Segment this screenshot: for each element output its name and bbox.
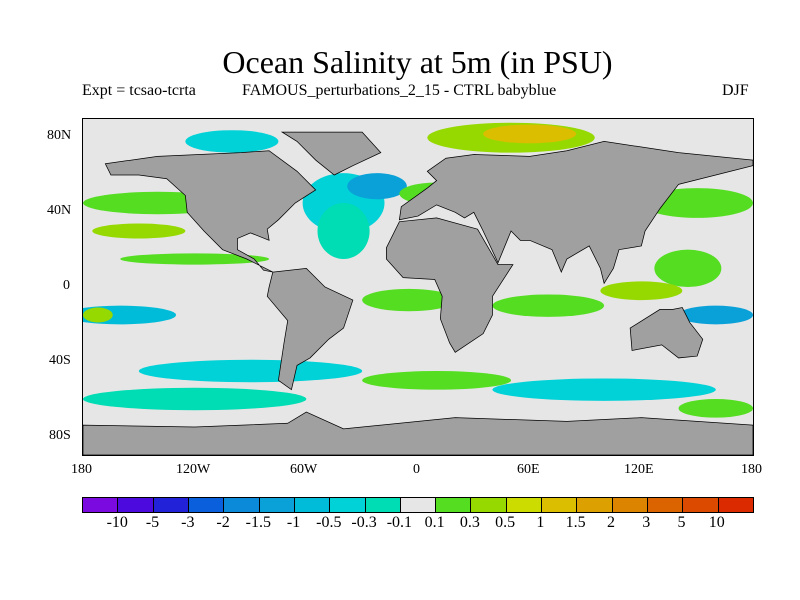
colorbar-label: 1	[536, 514, 545, 531]
colorbar-label: -5	[145, 514, 160, 531]
colorbar-label: 2	[606, 514, 615, 531]
colorbar-label: 3	[642, 514, 651, 531]
colorbar-swatch	[612, 498, 648, 512]
colorbar-swatch	[188, 498, 225, 512]
colorbar-label: -3	[181, 514, 195, 531]
colorbar-swatch	[83, 498, 119, 512]
colorbar-label: 5	[677, 514, 686, 531]
antarctica	[83, 411, 753, 455]
colorbar-swatch	[577, 498, 613, 512]
colorbar-swatch	[153, 498, 189, 512]
colorbar-label: -1.5	[245, 514, 271, 531]
lon-label: 120E	[624, 462, 654, 477]
lat-label: 0	[63, 278, 70, 293]
africa	[385, 217, 514, 353]
lon-label: 180	[741, 462, 762, 477]
colorbar-swatch	[294, 498, 331, 512]
colorbar-label: -0.5	[316, 514, 342, 531]
colorbar-swatch	[542, 498, 578, 512]
colorbar-label: -0.3	[351, 514, 377, 531]
colorbar-swatch	[400, 498, 437, 512]
colorbar-label: 0.3	[459, 514, 480, 531]
colorbar-label: 1.5	[565, 514, 586, 531]
lon-label: 180	[71, 462, 92, 477]
colorbar-swatch	[718, 498, 753, 512]
colorbar-swatch	[471, 498, 507, 512]
colorbar-label: -1	[286, 514, 301, 531]
greenland	[280, 131, 382, 176]
lat-label: 80S	[49, 428, 71, 443]
colorbar	[82, 497, 754, 513]
lon-label: 0	[413, 462, 420, 477]
colorbar-swatch	[118, 498, 154, 512]
eurasia	[398, 141, 753, 285]
colorbar-swatch	[259, 498, 295, 512]
land-mask	[83, 131, 753, 455]
salinity-map	[82, 118, 754, 456]
colorbar-swatch	[506, 498, 543, 512]
colorbar-swatch	[365, 498, 401, 512]
season-label: DJF	[722, 82, 749, 99]
colorbar-label: -2	[216, 514, 230, 531]
south-america	[266, 267, 354, 391]
colorbar-swatch	[224, 498, 260, 512]
colorbar-swatch	[648, 498, 684, 512]
lon-label: 60E	[517, 462, 540, 477]
colorbar-label: 0.1	[424, 514, 445, 531]
colorbar-label: -0.1	[386, 514, 413, 531]
north-america	[104, 150, 317, 273]
plot-title: Ocean Salinity at 5m (in PSU)	[222, 44, 613, 80]
colorbar-swatch	[330, 498, 366, 512]
australia	[629, 307, 704, 359]
lat-label: 40N	[47, 203, 72, 218]
colorbar-swatch	[683, 498, 719, 512]
description-label: FAMOUS_perturbations_2_15 - CTRL babyblu…	[242, 82, 557, 99]
colorbar-swatch	[436, 498, 472, 512]
lon-label: 120W	[176, 462, 211, 477]
lat-label: 40S	[49, 353, 71, 368]
colorbar-label: -10	[106, 514, 128, 531]
colorbar-label: 10	[708, 514, 725, 531]
experiment-label: Expt = tcsao-tcrta	[82, 82, 196, 99]
lat-label: 80N	[47, 128, 72, 143]
colorbar-label: 0.5	[495, 514, 516, 531]
lon-label: 60W	[290, 462, 318, 477]
